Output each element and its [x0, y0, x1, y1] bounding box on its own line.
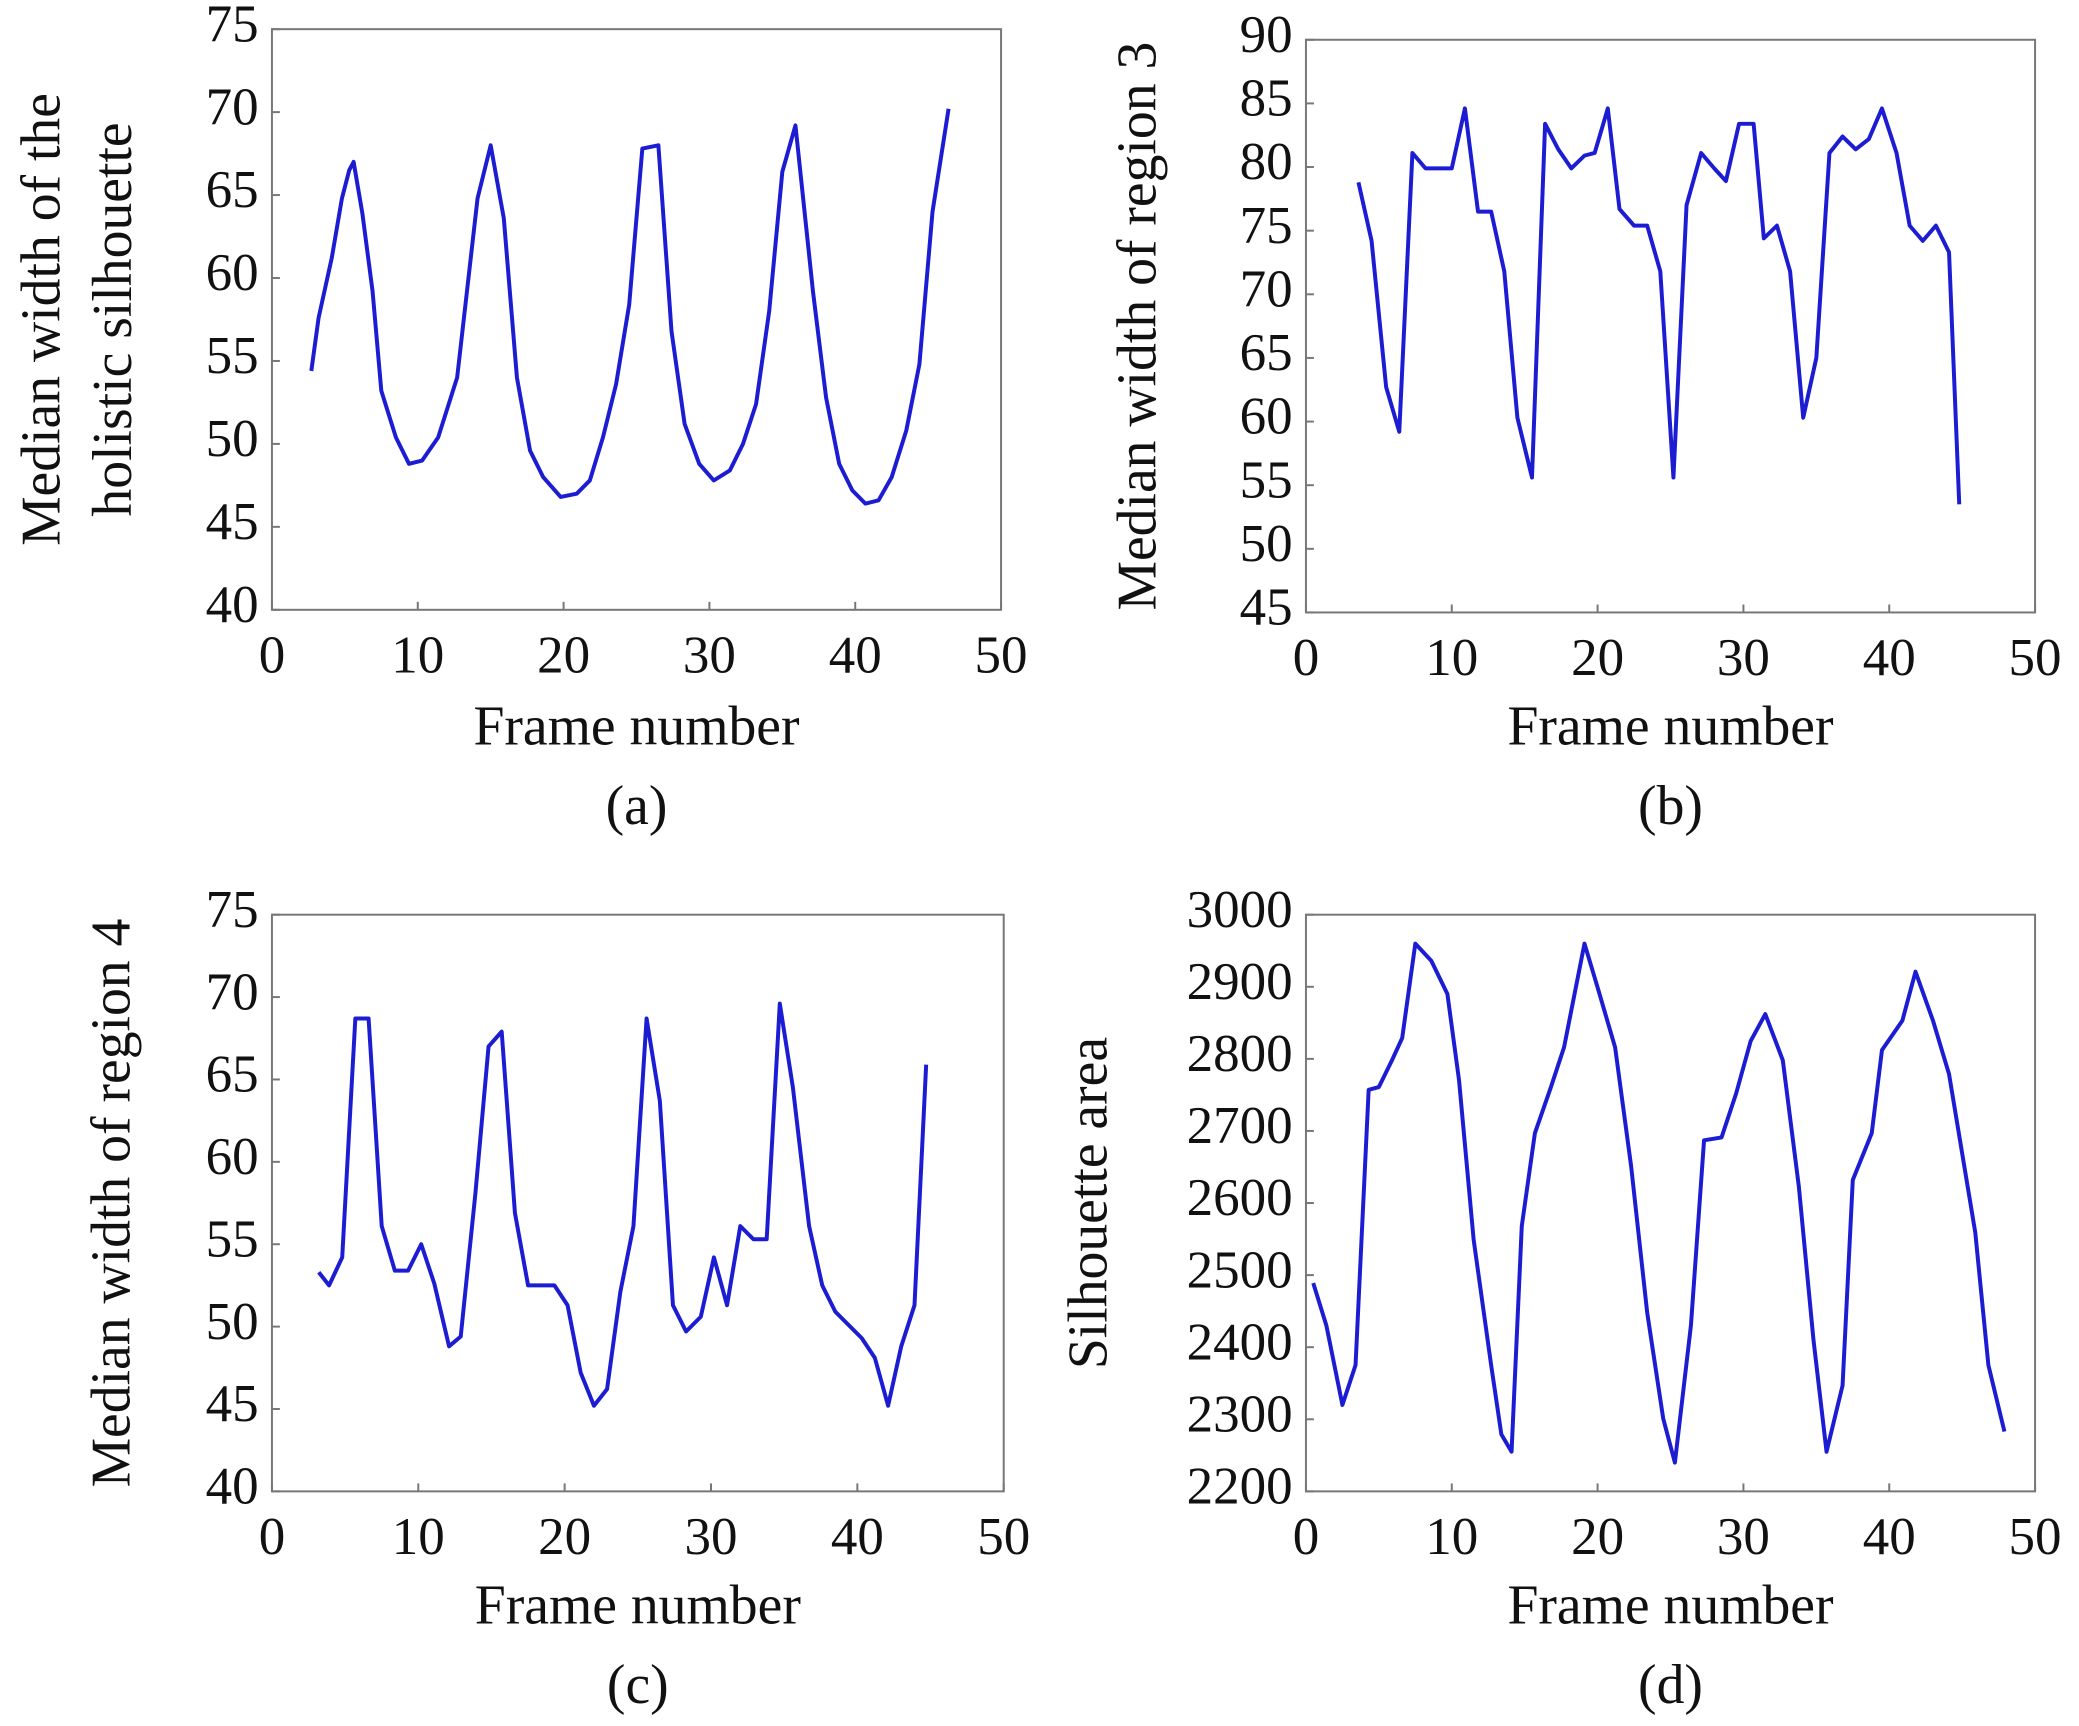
x-tick-label: 0 — [259, 626, 286, 684]
y-tick-label: 65 — [1240, 324, 1293, 382]
y-axis-label: Silhouette area — [1058, 1037, 1120, 1369]
y-tick-label: 55 — [206, 1210, 259, 1268]
y-tick-label: 70 — [1240, 260, 1293, 318]
x-tick-label: 30 — [1717, 629, 1770, 687]
y-axis-label: Median width of region 3 — [1107, 42, 1169, 611]
x-tick-label: 0 — [259, 1508, 286, 1566]
x-tick-label: 30 — [1717, 1508, 1770, 1566]
y-tick-label: 40 — [206, 576, 259, 634]
x-tick-label: 50 — [977, 1508, 1030, 1566]
y-tick-label: 60 — [206, 244, 259, 302]
y-tick-label: 2900 — [1187, 953, 1293, 1011]
data-line — [317, 1001, 929, 1408]
y-tick-label: 75 — [1240, 197, 1293, 255]
x-tick-label: 20 — [1571, 629, 1624, 687]
x-axis-label: Frame number — [1507, 696, 1834, 758]
y-axis-label: holistic silhouette — [82, 122, 144, 516]
y-tick-label: 2500 — [1187, 1241, 1293, 1299]
x-axis-label: Frame number — [475, 1574, 802, 1636]
x-tick-label: 50 — [2009, 1508, 2062, 1566]
y-tick-label: 65 — [206, 1046, 259, 1104]
x-tick-label: 20 — [537, 626, 590, 684]
y-axis-label: Median width of region 4 — [81, 919, 143, 1488]
x-tick-label: 50 — [975, 626, 1028, 684]
y-tick-label: 65 — [206, 161, 259, 219]
x-tick-label: 10 — [391, 626, 444, 684]
y-tick-label: 2600 — [1187, 1169, 1293, 1227]
x-tick-label: 40 — [1863, 629, 1916, 687]
y-tick-label: 2700 — [1187, 1097, 1293, 1155]
x-axis-label: Frame number — [473, 696, 800, 758]
data-line — [309, 108, 951, 506]
y-tick-label: 40 — [206, 1458, 259, 1516]
data-line — [1311, 941, 2007, 1465]
x-tick-label: 40 — [1863, 1508, 1916, 1566]
y-axis-label: Median width of the — [10, 93, 72, 546]
y-tick-label: 75 — [206, 0, 259, 53]
y-tick-label: 60 — [1240, 388, 1293, 446]
x-tick-label: 0 — [1293, 629, 1320, 687]
y-tick-label: 45 — [1240, 579, 1293, 637]
x-tick-label: 40 — [831, 1508, 884, 1566]
caption: (c) — [607, 1654, 669, 1716]
plot-frame — [1304, 913, 2037, 1493]
y-tick-label: 2300 — [1187, 1385, 1293, 1443]
plot-frame — [270, 913, 1005, 1493]
y-tick-label: 75 — [206, 881, 259, 939]
y-tick-label: 60 — [206, 1128, 259, 1186]
y-tick-label: 45 — [206, 1375, 259, 1433]
y-tick-label: 70 — [206, 78, 259, 136]
x-tick-label: 30 — [684, 1508, 737, 1566]
y-tick-label: 50 — [206, 410, 259, 468]
y-tick-label: 50 — [1240, 515, 1293, 573]
x-tick-label: 20 — [1571, 1508, 1624, 1566]
data-line — [1356, 106, 1962, 505]
y-tick-label: 3000 — [1187, 881, 1293, 939]
y-tick-label: 90 — [1240, 6, 1293, 64]
x-tick-label: 40 — [829, 626, 882, 684]
y-tick-label: 45 — [206, 493, 259, 551]
caption: (d) — [1638, 1654, 1703, 1716]
caption: (a) — [606, 775, 668, 837]
x-axis-label: Frame number — [1507, 1574, 1834, 1636]
x-tick-label: 0 — [1293, 1508, 1320, 1566]
y-tick-label: 80 — [1240, 133, 1293, 191]
x-tick-label: 10 — [1425, 1508, 1478, 1566]
caption: (b) — [1638, 775, 1703, 837]
x-tick-label: 10 — [1425, 629, 1478, 687]
y-tick-label: 85 — [1240, 70, 1293, 128]
x-tick-label: 50 — [2009, 629, 2062, 687]
y-tick-label: 50 — [206, 1293, 259, 1351]
x-tick-label: 30 — [683, 626, 736, 684]
plot-frame — [270, 28, 1003, 611]
y-tick-label: 2200 — [1187, 1458, 1293, 1516]
plot-frame — [1304, 38, 2037, 614]
y-tick-label: 2800 — [1187, 1025, 1293, 1083]
y-tick-label: 70 — [206, 963, 259, 1021]
y-tick-label: 55 — [1240, 451, 1293, 509]
y-tick-label: 55 — [206, 327, 259, 385]
x-tick-label: 10 — [392, 1508, 445, 1566]
x-tick-label: 20 — [538, 1508, 591, 1566]
y-tick-label: 2400 — [1187, 1313, 1293, 1371]
